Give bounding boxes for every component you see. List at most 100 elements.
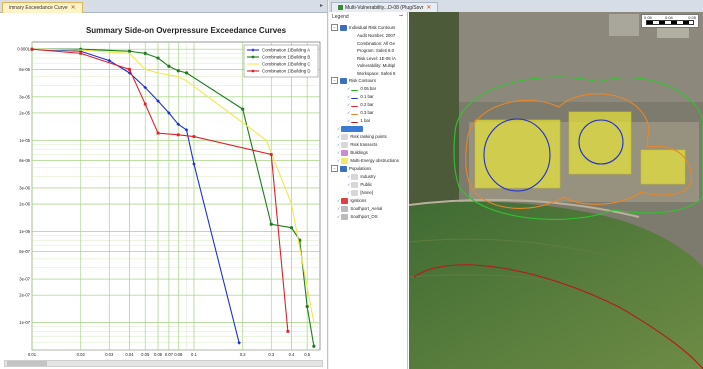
layer-icon bbox=[341, 150, 349, 156]
visibility-check-icon[interactable]: ✓ bbox=[337, 126, 341, 131]
legend-title: Legend bbox=[332, 14, 349, 20]
legend-item-label: Risk transects bbox=[350, 142, 378, 148]
data-point bbox=[143, 102, 147, 106]
data-point bbox=[241, 107, 245, 111]
legend-item[interactable]: − Risk Contours bbox=[331, 77, 376, 85]
legend-item[interactable]: − Populations bbox=[331, 165, 371, 173]
green-field bbox=[409, 201, 703, 369]
y-tick-label: 1e-06 bbox=[19, 229, 30, 234]
legend-item[interactable]: ✓ Ignitions bbox=[337, 197, 366, 205]
legend-item[interactable]: ✓ Public bbox=[347, 181, 372, 189]
y-tick-label: 2e-05 bbox=[19, 110, 30, 115]
legend-item[interactable]: Audit Number: 2007 bbox=[357, 32, 395, 40]
legend-item-label: Southport_OS bbox=[350, 214, 378, 220]
building-a bbox=[474, 119, 561, 189]
x-tick-label: 0.05 bbox=[141, 352, 150, 357]
legend-item[interactable]: ✓ Industry bbox=[347, 173, 376, 181]
scale-label-mid: 0.04 bbox=[665, 15, 673, 20]
data-point bbox=[30, 47, 34, 51]
legend-item[interactable]: ✓ 0.1 bar bbox=[347, 93, 374, 101]
visibility-check-icon[interactable]: ✓ bbox=[337, 158, 341, 163]
data-point bbox=[289, 226, 294, 230]
map-view[interactable]: 0.05 0.04 0.05 bbox=[409, 12, 703, 369]
legend-item[interactable]: − Individual Risk Contours bbox=[331, 24, 395, 32]
visibility-check-icon[interactable]: ✓ bbox=[347, 94, 351, 99]
y-tick-label: 3e-06 bbox=[19, 185, 30, 190]
close-icon[interactable]: ✕ bbox=[70, 5, 76, 11]
aerial-map[interactable] bbox=[409, 12, 703, 369]
x-tick-label: 0.08 bbox=[174, 352, 183, 357]
layer-group-icon bbox=[340, 24, 347, 31]
chevron-right-icon[interactable]: ▸ bbox=[319, 3, 323, 9]
contour-0-1bar-a bbox=[483, 118, 551, 192]
visibility-check-icon[interactable]: ✓ bbox=[347, 174, 351, 179]
legend-item[interactable]: ✓ Southport_OS bbox=[337, 213, 378, 221]
legend-item[interactable]: ✓ 1 bar bbox=[347, 117, 370, 125]
data-point bbox=[184, 71, 189, 75]
visibility-check-icon[interactable]: ✓ bbox=[337, 214, 341, 219]
x-tick-label: 0.2 bbox=[240, 352, 246, 357]
legend-item-label: Risk Level: 1E-06 /A bbox=[357, 55, 396, 61]
layer-icon bbox=[351, 182, 359, 188]
woodland bbox=[409, 12, 459, 212]
x-tick-label: 0.5 bbox=[304, 352, 310, 357]
legend-item-label: Industry bbox=[360, 174, 376, 180]
legend-item[interactable]: ✓ bbox=[337, 125, 365, 133]
data-point bbox=[167, 111, 171, 115]
data-point bbox=[305, 304, 309, 309]
visibility-check-icon[interactable]: ✓ bbox=[337, 134, 341, 139]
layer-icon bbox=[341, 206, 349, 212]
map-legend-panel: Legend ⊸ − Individual Risk Contours Audit … bbox=[329, 12, 408, 369]
legend-item-label: 0.3 bar bbox=[360, 110, 374, 116]
data-point bbox=[176, 69, 180, 73]
x-tick-label: 0.1 bbox=[191, 352, 197, 357]
legend-item[interactable]: ✓ 0.3 bar bbox=[347, 109, 374, 117]
x-tick-label: 0.04 bbox=[125, 352, 134, 357]
expand-toggle-icon[interactable]: − bbox=[331, 77, 338, 85]
close-icon[interactable]: ✕ bbox=[426, 5, 432, 11]
y-tick-label: 1e-05 bbox=[19, 138, 30, 143]
legend-item[interactable]: ✓ 0.05 bar bbox=[347, 85, 376, 93]
tab-multi-vulnerability[interactable]: Multi-Vulnerability...D-08 (Plug/Ssvr ✕ bbox=[331, 2, 439, 13]
visibility-check-icon[interactable]: ✓ bbox=[337, 206, 341, 211]
expand-toggle-icon[interactable]: − bbox=[331, 24, 338, 32]
visibility-check-icon[interactable]: ✓ bbox=[347, 190, 351, 195]
legend-item[interactable]: ✓ 0.2 bar bbox=[347, 101, 374, 109]
visibility-check-icon[interactable]: ✓ bbox=[347, 118, 351, 123]
legend-item[interactable]: ✓ [None] bbox=[347, 189, 373, 197]
legend-item[interactable]: ✓ Southport_Aerial bbox=[337, 205, 382, 213]
data-point bbox=[176, 133, 180, 137]
visibility-check-icon[interactable]: ✓ bbox=[347, 182, 351, 187]
legend-item-label: Southport_Aerial bbox=[350, 206, 383, 212]
visibility-check-icon[interactable]: ✓ bbox=[337, 142, 341, 147]
scrollbar-thumb[interactable] bbox=[7, 361, 47, 366]
horizontal-scrollbar[interactable] bbox=[4, 360, 323, 367]
map-tab-icon bbox=[338, 5, 343, 11]
legend-item-label: 0.05 bar bbox=[360, 86, 377, 92]
legend-item[interactable]: ✓ Risk transects bbox=[337, 141, 377, 149]
expand-toggle-icon[interactable]: − bbox=[331, 165, 338, 173]
legend-marker bbox=[251, 69, 255, 73]
pin-icon[interactable]: ⊸ bbox=[398, 13, 403, 19]
legend-item[interactable]: Vulnerability: Multipl bbox=[357, 62, 395, 70]
visibility-check-icon[interactable]: ✓ bbox=[337, 150, 341, 155]
visibility-check-icon[interactable]: ✓ bbox=[347, 102, 351, 107]
legend-item[interactable]: Combination: All Ge bbox=[357, 40, 395, 48]
legend-item[interactable]: ✓ Multi-Energy obstructions bbox=[337, 157, 399, 165]
legend-item[interactable]: Program: Safeti 8.0 bbox=[357, 47, 394, 55]
data-point bbox=[156, 99, 160, 103]
legend-item[interactable]: ✓ Risk ranking points bbox=[337, 133, 387, 141]
legend-item-label: Multi-Energy obstructions bbox=[350, 158, 399, 164]
legend-item[interactable]: Risk Level: 1E-06 /A bbox=[357, 55, 396, 63]
legend-item[interactable]: Workspace: Safeti 8 bbox=[357, 70, 395, 78]
data-point bbox=[128, 68, 131, 71]
data-point bbox=[107, 58, 112, 63]
y-tick-label: 3e-05 bbox=[19, 94, 30, 99]
legend-item[interactable]: ✓ Buildings bbox=[337, 149, 368, 157]
visibility-check-icon[interactable]: ✓ bbox=[337, 198, 341, 203]
tab-exceedance-curve[interactable]: imnary Exceedance Curve ✕ bbox=[2, 2, 83, 13]
visibility-check-icon[interactable]: ✓ bbox=[347, 110, 351, 115]
layer-group-icon bbox=[340, 165, 347, 172]
visibility-check-icon[interactable]: ✓ bbox=[347, 86, 351, 91]
y-tick-label: 0.0001 bbox=[17, 47, 30, 52]
